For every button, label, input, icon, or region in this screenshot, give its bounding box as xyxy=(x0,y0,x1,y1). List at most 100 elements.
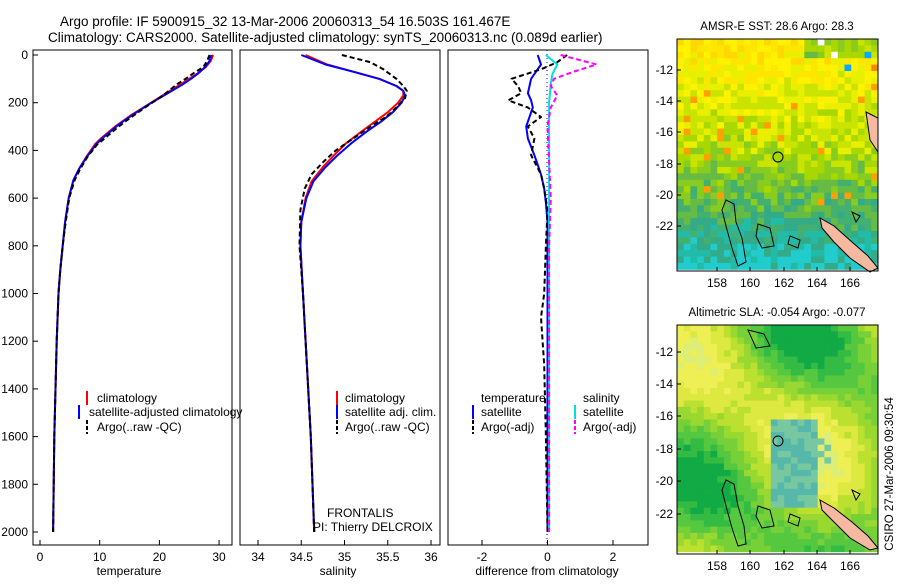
sla-map-cell xyxy=(871,406,879,414)
sla-map-cell xyxy=(817,469,825,477)
sst-map-cell xyxy=(757,231,765,238)
sla-map-cell xyxy=(851,463,859,471)
sst-map-cell xyxy=(790,122,798,129)
sst-map-cell xyxy=(857,167,865,174)
sst-map-cell xyxy=(750,45,758,53)
sst-map-cell xyxy=(710,135,718,142)
sla-map-cell xyxy=(851,495,859,502)
sst-map-cell xyxy=(697,237,705,245)
sla-map-cell xyxy=(717,526,725,534)
sla-map-cell xyxy=(744,331,752,338)
sst-map-cell xyxy=(844,103,852,110)
sst-map-cell xyxy=(790,51,798,59)
sla-map-cell xyxy=(857,438,865,446)
sla-map-cell xyxy=(683,331,691,338)
sst-map-cell xyxy=(703,167,711,174)
sst-map-cell xyxy=(744,205,752,213)
sst-map-cell xyxy=(851,109,859,117)
sla-map-cell xyxy=(871,451,879,458)
sla-map-cell xyxy=(703,495,711,502)
sst-map-cell xyxy=(710,115,718,123)
sla-map-cell xyxy=(871,375,879,383)
sla-map-cell xyxy=(690,337,698,345)
sla-map-cell xyxy=(797,381,805,389)
sst-map-cell xyxy=(737,179,745,187)
sst-map-cell xyxy=(824,147,832,155)
sst-map-cell xyxy=(717,71,725,78)
series-line-argo-raw-qc- xyxy=(52,54,211,533)
sla-map-cell xyxy=(831,331,839,338)
sst-map-cell xyxy=(777,263,785,270)
sla-map-cell xyxy=(710,476,718,483)
sst-map-cell xyxy=(824,90,832,97)
lon-tick-label: 162 xyxy=(774,559,794,573)
sla-map-cell xyxy=(677,406,685,414)
sla-map-cell xyxy=(717,388,725,395)
sla-map-cell xyxy=(730,463,738,471)
sla-map-cell xyxy=(817,425,825,433)
sla-map-cell xyxy=(770,501,778,509)
sst-map-cell xyxy=(790,263,798,270)
sst-map-cell xyxy=(737,115,745,123)
sst-map-cell xyxy=(770,160,778,168)
sst-map-cell xyxy=(757,160,765,168)
sst-map-cell xyxy=(824,135,832,142)
sst-map-cell xyxy=(757,237,765,245)
sla-map-cell xyxy=(844,432,852,439)
sst-map-cell xyxy=(744,141,752,149)
sla-map-cell xyxy=(723,331,731,338)
sla-map-cell xyxy=(804,419,812,427)
sst-map-cell xyxy=(697,128,705,136)
sla-map-cell xyxy=(710,350,718,357)
sla-map-cell xyxy=(790,350,798,357)
sst-map-cell xyxy=(723,160,731,168)
sst-map-cell xyxy=(837,147,845,155)
sst-map-cell xyxy=(811,90,819,97)
sla-map-cell xyxy=(744,438,752,446)
sst-map-cell xyxy=(723,192,731,200)
sla-map-cell xyxy=(784,495,792,502)
sst-map-cell xyxy=(764,135,772,142)
sla-map-cell xyxy=(757,394,765,401)
sst-map-cell xyxy=(817,250,825,257)
sla-map-cell xyxy=(824,406,832,414)
sla-map-cell xyxy=(764,451,772,458)
sla-map-cell xyxy=(864,388,872,395)
sst-map-cell xyxy=(723,154,731,161)
sst-map-cell xyxy=(777,147,785,155)
sst-map-cell xyxy=(703,250,711,257)
x-tick-label: 0 xyxy=(37,550,44,564)
sst-map-cell xyxy=(690,51,698,59)
sst-map-cell xyxy=(717,83,725,91)
sla-map-cell xyxy=(851,419,859,427)
sst-map-cell xyxy=(730,45,738,53)
sst-map-cell xyxy=(857,147,865,155)
sla-map-cell xyxy=(837,539,845,546)
sla-map-cell xyxy=(844,463,852,471)
sst-map-cell xyxy=(797,115,805,123)
sla-map-cell xyxy=(824,331,832,338)
sst-map-cell xyxy=(757,141,765,149)
sst-map-cell xyxy=(784,218,792,225)
sst-map-cell xyxy=(837,64,845,72)
sla-map-cell xyxy=(857,507,865,515)
sst-map-cell xyxy=(757,45,765,53)
sst-map-cell xyxy=(764,103,772,110)
sst-map-cell xyxy=(770,263,778,270)
sst-map-cell xyxy=(864,77,872,85)
sst-map-cell xyxy=(703,224,711,232)
sst-map-cell xyxy=(811,109,819,117)
sst-map-cell xyxy=(677,224,685,232)
sst-map-cell xyxy=(717,122,725,129)
sst-map-cell xyxy=(750,263,758,270)
sla-map-cell xyxy=(844,482,852,490)
sla-map-cell xyxy=(757,488,765,496)
sst-map-cell xyxy=(710,147,718,155)
sst-map-cell xyxy=(703,103,711,110)
sla-map-cell xyxy=(797,419,805,427)
sla-map-cell xyxy=(737,463,745,471)
sst-map-cell xyxy=(857,141,865,149)
sst-map-cell xyxy=(717,211,725,219)
sst-map-cell xyxy=(784,205,792,213)
sla-map-cell xyxy=(824,356,832,364)
